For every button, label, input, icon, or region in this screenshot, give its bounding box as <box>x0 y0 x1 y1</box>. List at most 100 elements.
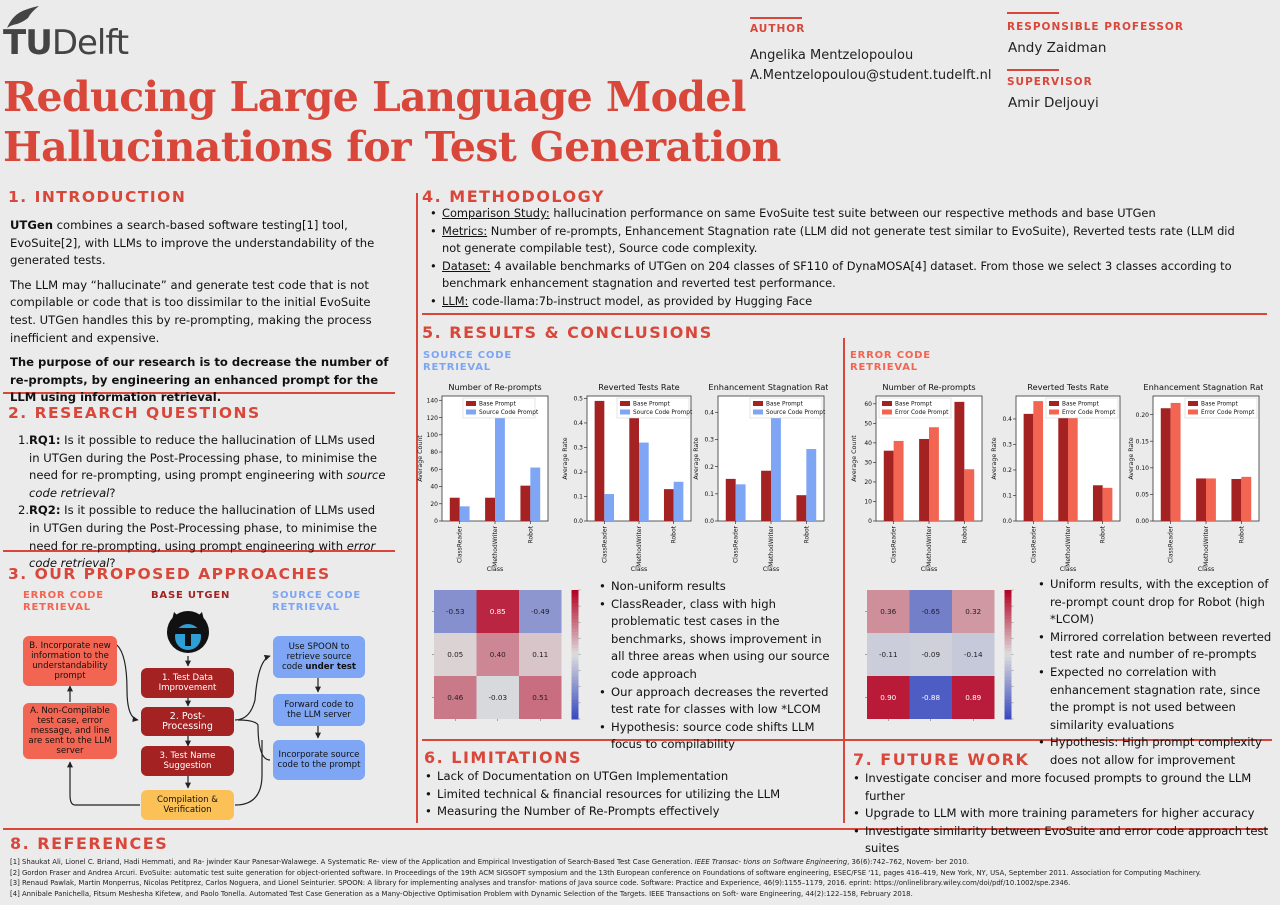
y-tick-label: 0 <box>434 518 438 525</box>
y-tick-label: 0.10 <box>1136 465 1150 472</box>
bar <box>673 481 684 521</box>
y-axis-label: Average Rate <box>562 437 569 479</box>
limitations-item: Limited technical & financial resources … <box>423 786 833 804</box>
colorbar-segment <box>571 612 579 617</box>
bar <box>893 440 904 521</box>
colorbar-segment <box>571 696 579 701</box>
legend-label: Base Prompt <box>479 402 516 408</box>
limitations-item: Lack of Documentation on UTGen Implement… <box>423 768 833 786</box>
colorbar-segment <box>571 712 579 717</box>
legend: Base Prompt Source Code Prompt <box>462 397 539 419</box>
rq-text: Is it possible to reduce the hallucinati… <box>29 433 377 483</box>
results-error-label: ERROR CODE RETRIEVAL <box>850 350 931 374</box>
colorbar-segment <box>571 654 579 659</box>
y-tick-label: 0.4 <box>704 410 714 417</box>
legend-swatch <box>466 409 476 415</box>
bar <box>796 495 807 521</box>
legend: Base Prompt Source Code Prompt <box>616 397 693 419</box>
y-tick-label: 20 <box>864 479 872 486</box>
colorbar-segment <box>1004 702 1012 707</box>
heatmap-cell <box>952 590 995 633</box>
y-axis-label: Average Rate <box>1128 437 1135 479</box>
limitations-heading: 6. LIMITATIONS <box>424 748 582 767</box>
legend-swatch <box>620 401 630 406</box>
bar <box>594 400 605 521</box>
colorbar-segment <box>1004 673 1012 678</box>
results-source-bullet: Our approach decreases the reverted test… <box>597 684 837 719</box>
colorbar-segment <box>1004 657 1012 662</box>
author-name: Angelika Mentzelopoulou <box>750 48 914 63</box>
y-tick-label: 0.2 <box>573 469 583 476</box>
colorbar-segment <box>571 677 579 681</box>
bar <box>639 442 649 521</box>
heatmap-value: 0.32 <box>965 607 981 616</box>
bar <box>663 489 674 521</box>
colorbar-segment <box>1004 590 1012 594</box>
intro-text: UTGen combines a search-based software t… <box>10 217 390 407</box>
colorbar-segment <box>1004 625 1012 630</box>
y-tick-label: 10 <box>864 499 872 506</box>
heatmap-value: -0.88 <box>921 693 940 702</box>
legend-label: Source Code Prompt <box>479 410 539 416</box>
bar-chart-reprompts-source: Number of Re-prompts 0 20 40 60 80 100 120 140 Av… <box>417 382 549 573</box>
heatmap-cell <box>519 633 562 676</box>
colorbar-segment <box>1004 602 1012 607</box>
legend-box <box>462 397 536 419</box>
x-tick-label: MethodWriter <box>492 525 499 566</box>
chart-title: Enhancement Stagnation Rate <box>1143 382 1263 392</box>
methodology-list: Comparison Study: hallucination performa… <box>428 205 1248 311</box>
colorbar-segment <box>571 648 579 652</box>
x-tick-label: MethodWriter <box>768 525 775 566</box>
legend-swatch <box>882 401 892 406</box>
y-axis-label: Average Count <box>851 435 858 482</box>
y-tick-label: 50 <box>864 421 872 428</box>
reference-item: [1] Shaukat Ali, Lionel C. Briand, Hadi … <box>10 857 1275 868</box>
author-email: A.Mentzelopoulou@student.tudelft.nl <box>750 68 992 83</box>
poster-title-line1: Reducing Large Language Model <box>3 73 746 121</box>
methodology-item-text: Number of re-prompts, Enhancement Stagna… <box>442 223 1235 256</box>
bar <box>883 450 894 521</box>
y-tick-label: 0.0 <box>573 518 583 525</box>
x-tick-label: Robot <box>671 525 678 543</box>
colorbar-segment <box>1004 609 1012 614</box>
heatmap-value: 0.05 <box>447 650 463 659</box>
legend: Base Prompt Source Code Prompt <box>749 397 826 419</box>
heatmap-cell <box>519 676 562 719</box>
colorbar-segment <box>571 657 579 662</box>
x-tick-label: MethodWriter <box>636 525 643 566</box>
heatmap-cell <box>867 633 910 676</box>
legend: Base Prompt Error Code Prompt <box>1184 397 1258 419</box>
methodology-heading: 4. METHODOLOGY <box>422 187 606 206</box>
colorbar-segment <box>571 660 579 665</box>
bar <box>1023 413 1034 521</box>
colorbar-segment <box>571 667 579 672</box>
colorbar-segment <box>571 590 579 594</box>
y-tick-label: 60 <box>430 466 438 473</box>
colorbar-segment <box>1004 699 1012 704</box>
y-tick-label: 40 <box>864 440 872 447</box>
x-tick-label: MethodWriter <box>1203 525 1210 566</box>
rq-text: Is it possible to reduce the hallucinati… <box>29 503 377 553</box>
rq-label: RQ1: <box>29 433 61 447</box>
colorbar-segment <box>571 699 579 704</box>
rq-list: 1. RQ1: Is it possible to reduce the hall… <box>18 432 388 573</box>
future-heading: 7. FUTURE WORK <box>853 750 1030 769</box>
colorbar-segment <box>1004 706 1012 710</box>
colorbar-segment <box>1004 670 1012 675</box>
colorbar-segment <box>1004 693 1012 697</box>
y-tick-label: 0.15 <box>1136 438 1150 445</box>
methodology-item-text: hallucination performance on same EvoSui… <box>549 206 1156 220</box>
heatmap-cell <box>434 676 477 719</box>
y-tick-label: 0.3 <box>704 437 714 444</box>
heatmap-cell <box>867 590 910 633</box>
colorbar-segment <box>1004 648 1012 652</box>
heatmap-cell <box>476 676 519 719</box>
rq-heading: 2. RESEARCH QUESTIONS <box>8 404 261 422</box>
colorbar-segment <box>1004 683 1012 688</box>
x-tick-label: MethodWriter <box>1065 525 1072 566</box>
rq-em: error code retrieval <box>29 538 376 571</box>
results-source-bullet: ClassReader, class with high problematic… <box>597 596 837 684</box>
results-error-bullets: Uniform results, with the exception of r… <box>1036 576 1276 770</box>
legend-swatch <box>882 409 892 415</box>
robot-icon <box>167 611 209 653</box>
